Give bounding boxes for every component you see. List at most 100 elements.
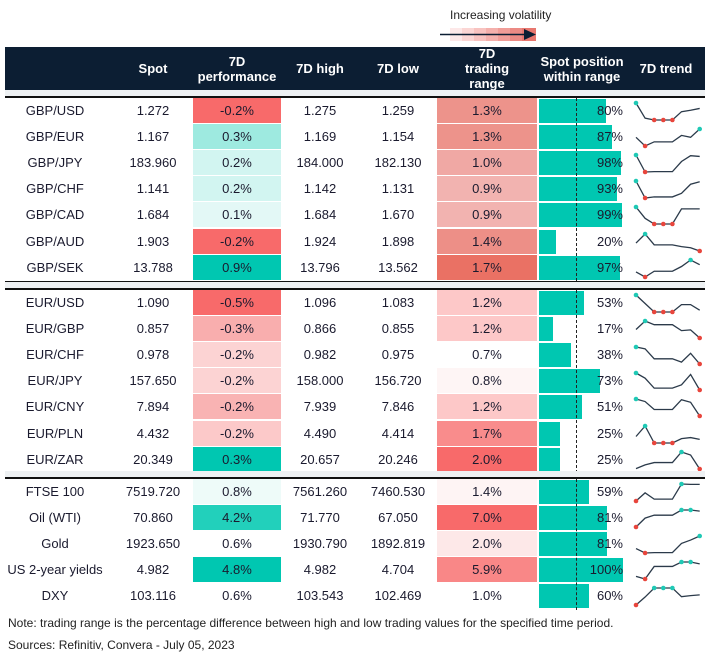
high-value: 1.142 xyxy=(303,181,337,197)
trend-sparkline xyxy=(633,100,700,123)
trend-min-marker xyxy=(697,248,702,253)
position-label: 53% xyxy=(596,295,623,310)
instrument-name: DXY xyxy=(41,588,69,604)
position-label: 80% xyxy=(596,103,623,118)
trend-line xyxy=(635,128,701,147)
position-bar xyxy=(539,151,622,176)
trend-max-marker xyxy=(633,292,639,298)
position-bar xyxy=(539,506,608,531)
low-value: 1.259 xyxy=(381,103,415,118)
table-row: GBP/SEK 13.788 0.9% 13.796 13.562 1.7% 97% xyxy=(5,254,705,281)
trend-sparkline xyxy=(633,397,702,419)
trend-sparkline xyxy=(633,507,700,530)
high-value: 103.543 xyxy=(296,588,344,604)
volatility-gradient-arrow-icon xyxy=(440,28,536,41)
trend-min-marker xyxy=(642,169,648,175)
position-label: 81% xyxy=(596,510,623,526)
trend-line xyxy=(635,535,700,554)
instrument-name: EUR/PLN xyxy=(26,425,84,441)
position-bar xyxy=(539,229,556,254)
trend-min-marker xyxy=(642,274,648,279)
position-bar xyxy=(539,369,601,394)
spot-value: 103.116 xyxy=(129,588,177,604)
trend-sparkline xyxy=(635,257,700,279)
trend-min-marker xyxy=(661,440,666,445)
instrument-name: GBP/JPY xyxy=(27,155,83,171)
trading-range-value: 1.3% xyxy=(437,98,537,123)
table-row: GBP/AUD 1.903 -0.2% 1.924 1.898 1.4% 20% xyxy=(5,228,705,255)
trend-line xyxy=(635,483,700,502)
trend-sparkline xyxy=(633,370,702,393)
trading-range-value: 0.9% xyxy=(437,202,537,228)
table-row: EUR/CHF 0.978 -0.2% 0.982 0.975 0.7% 38% xyxy=(5,342,705,368)
trend-sparkline xyxy=(635,423,700,445)
high-value: 4.982 xyxy=(303,562,337,578)
trend-sparkline xyxy=(633,205,700,227)
trend-min-marker xyxy=(651,117,657,123)
trend-min-marker xyxy=(642,195,648,201)
low-value: 156.720 xyxy=(374,373,422,389)
position-bar xyxy=(539,177,618,202)
group-separator xyxy=(5,471,705,479)
trend-max-marker xyxy=(642,318,648,324)
high-value: 7561.260 xyxy=(292,484,348,499)
header-7d-trend: 7D trend xyxy=(639,61,693,76)
trend-max-marker xyxy=(633,178,639,184)
low-value: 67.050 xyxy=(378,510,418,526)
spot-value: 1.141 xyxy=(136,181,170,197)
midpoint-dashed-line xyxy=(576,98,577,281)
header-instrument xyxy=(5,47,105,90)
trading-range-value: 1.0% xyxy=(437,583,537,609)
position-bar xyxy=(539,343,571,368)
trend-line xyxy=(635,372,701,391)
instrument-name: EUR/ZAR xyxy=(26,451,84,467)
table-row: EUR/JPY 157.650 -0.2% 158.000 156.720 0.8% 73% xyxy=(5,368,705,394)
low-value: 4.414 xyxy=(381,425,415,441)
trading-range-value: 1.2% xyxy=(437,316,537,342)
instrument-name: EUR/JPY xyxy=(27,373,83,389)
position-label: 17% xyxy=(596,321,623,337)
trend-max-marker xyxy=(688,559,693,565)
footnote: Note: trading range is the percentage di… xyxy=(8,616,614,630)
position-bar xyxy=(539,532,608,557)
high-value: 1.275 xyxy=(303,103,337,118)
instrument-name: EUR/USD xyxy=(25,295,85,310)
position-bar xyxy=(539,421,560,446)
trend-max-marker xyxy=(633,152,639,158)
trading-range-value: 2.0% xyxy=(437,531,537,557)
trend-sparkline xyxy=(633,152,700,175)
trend-min-marker xyxy=(633,524,639,530)
spot-value: 1.167 xyxy=(136,129,170,145)
performance-value: 4.8% xyxy=(193,557,281,583)
spot-value: 13.788 xyxy=(133,259,173,275)
trend-min-marker xyxy=(670,117,675,123)
low-value: 1892.819 xyxy=(370,536,426,552)
trend-sparkline xyxy=(635,533,702,556)
position-label: 100% xyxy=(589,562,623,578)
trading-range-value: 1.4% xyxy=(437,479,537,504)
trend-sparkline xyxy=(635,126,702,149)
position-bar xyxy=(539,480,589,504)
instrument-name: GBP/SEK xyxy=(26,259,84,275)
instrument-name: GBP/USD xyxy=(25,103,85,118)
spot-value: 1.090 xyxy=(136,295,170,310)
trend-max-marker xyxy=(633,100,639,106)
table-header: Spot 7D performance 7D high 7D low 7D tr… xyxy=(5,46,705,91)
trend-max-marker xyxy=(697,533,702,539)
performance-value: 0.8% xyxy=(193,479,281,504)
trend-min-marker xyxy=(661,117,666,123)
spot-value: 183.960 xyxy=(129,155,177,171)
trend-min-marker xyxy=(670,309,675,315)
trend-line xyxy=(635,509,700,528)
position-label: 59% xyxy=(596,484,623,499)
high-value: 184.000 xyxy=(296,155,344,171)
low-value: 0.855 xyxy=(381,321,415,337)
trend-sparkline xyxy=(633,481,700,504)
trend-min-marker xyxy=(642,576,648,582)
performance-value: -0.2% xyxy=(193,420,281,446)
position-bar xyxy=(539,99,607,123)
trend-min-marker xyxy=(697,361,702,367)
spot-value: 157.650 xyxy=(129,373,177,389)
trend-min-marker xyxy=(651,309,657,315)
trend-max-marker xyxy=(642,231,648,236)
